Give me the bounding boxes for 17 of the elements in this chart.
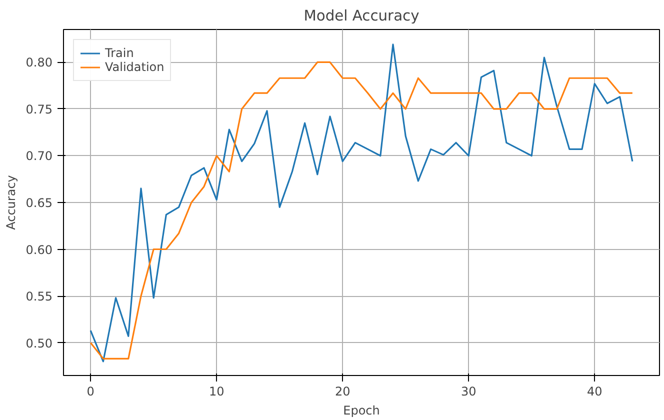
x-tick-label: 40	[586, 384, 602, 398]
x-tick-label: 10	[208, 384, 224, 398]
y-tick-label: 0.75	[26, 102, 52, 116]
chart-title: Model Accuracy	[304, 8, 420, 24]
y-tick-label: 0.80	[26, 56, 52, 70]
y-tick-label: 0.65	[26, 196, 52, 210]
y-axis-title: Accuracy	[4, 175, 18, 230]
y-tick-label: 0.60	[26, 242, 52, 257]
x-tick-label: 30	[460, 384, 476, 398]
y-tick-label: 0.70	[26, 149, 52, 164]
x-axis-title: Epoch	[343, 404, 380, 418]
x-tick-label: 20	[334, 384, 350, 398]
legend-label: Train	[105, 46, 134, 60]
legend-label: Validation	[105, 60, 164, 74]
x-tick-label: 0	[86, 384, 94, 398]
y-tick-label: 0.50	[26, 336, 52, 350]
y-tick-label: 0.55	[26, 290, 52, 304]
